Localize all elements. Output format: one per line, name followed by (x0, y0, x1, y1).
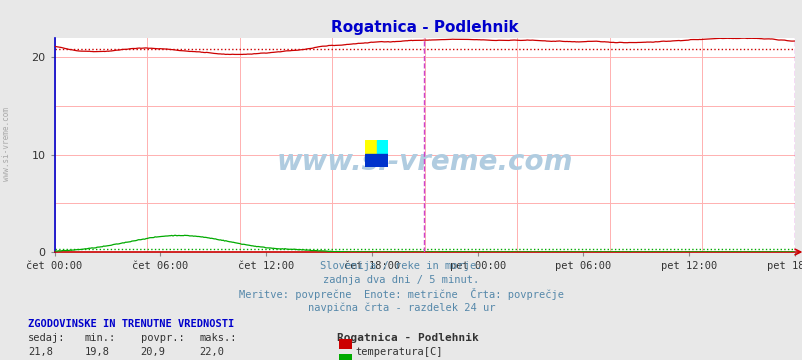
Text: www.si-vreme.com: www.si-vreme.com (2, 107, 11, 181)
Text: Slovenija / reke in morje.: Slovenija / reke in morje. (320, 261, 482, 271)
Text: min.:: min.: (84, 333, 115, 343)
Text: 22,0: 22,0 (199, 347, 224, 357)
Text: 20,9: 20,9 (140, 347, 165, 357)
Text: Meritve: povprečne  Enote: metrične  Črta: povprečje: Meritve: povprečne Enote: metrične Črta:… (239, 288, 563, 300)
Text: Rogatnica - Podlehnik: Rogatnica - Podlehnik (337, 333, 479, 343)
Polygon shape (365, 154, 387, 167)
Text: maks.:: maks.: (199, 333, 237, 343)
Text: ZGODOVINSKE IN TRENUTNE VREDNOSTI: ZGODOVINSKE IN TRENUTNE VREDNOSTI (28, 319, 234, 329)
Bar (376, 140, 387, 154)
Text: zadnja dva dni / 5 minut.: zadnja dva dni / 5 minut. (323, 275, 479, 285)
Text: povpr.:: povpr.: (140, 333, 184, 343)
Text: navpična črta - razdelek 24 ur: navpična črta - razdelek 24 ur (307, 302, 495, 312)
Text: www.si-vreme.com: www.si-vreme.com (276, 148, 573, 176)
Text: 21,8: 21,8 (28, 347, 53, 357)
Text: temperatura[C]: temperatura[C] (355, 347, 443, 357)
Title: Rogatnica - Podlehnik: Rogatnica - Podlehnik (330, 20, 518, 35)
Bar (365, 140, 376, 154)
Text: 19,8: 19,8 (84, 347, 109, 357)
Text: sedaj:: sedaj: (28, 333, 66, 343)
